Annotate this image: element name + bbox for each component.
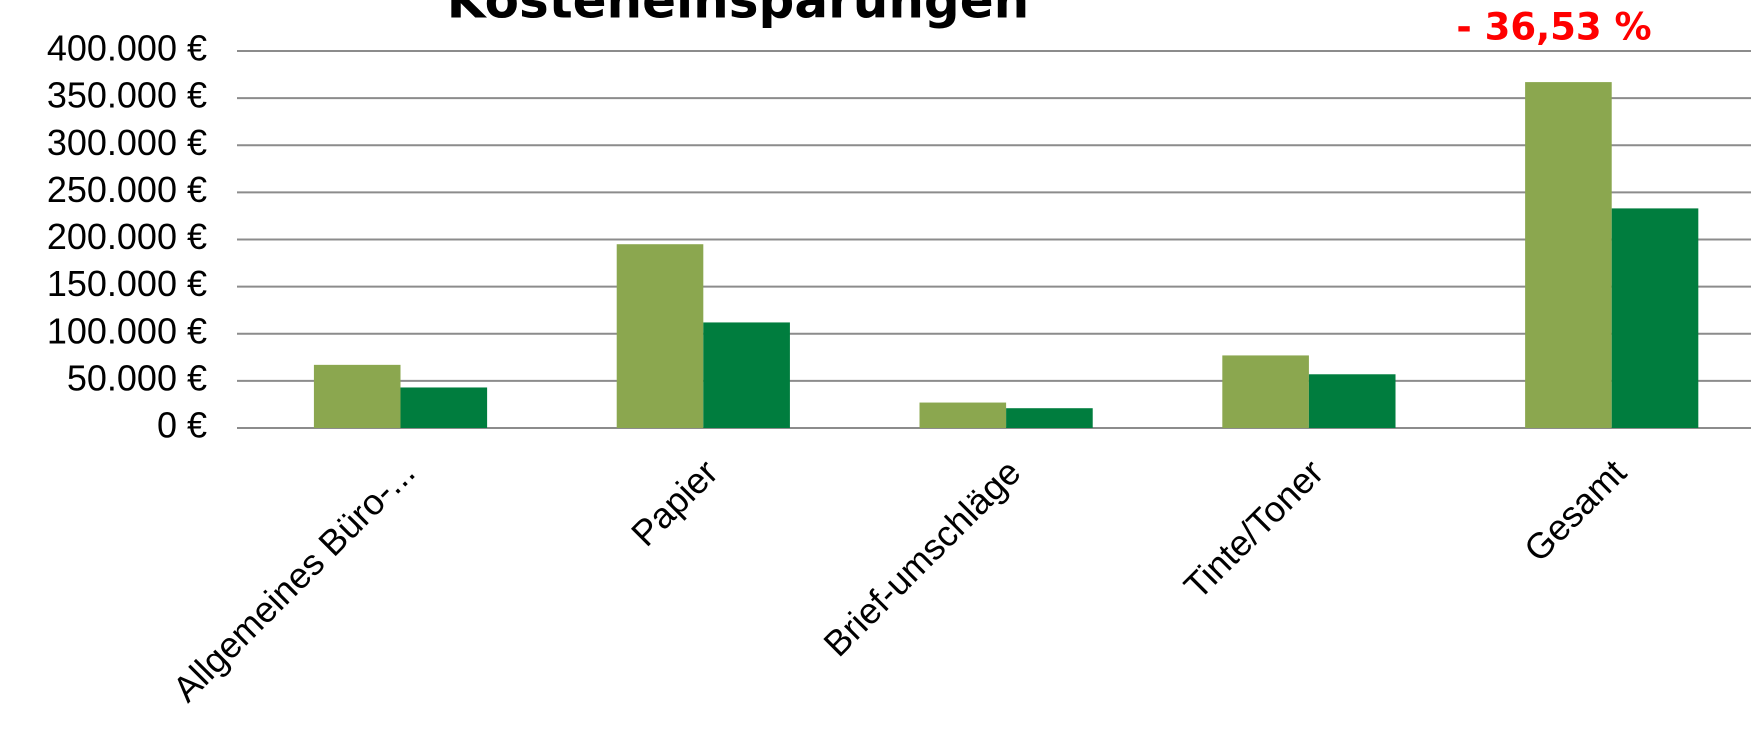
x-tick-label: Allgemeines Büro-... xyxy=(165,451,423,709)
y-tick-label: 150.000 € xyxy=(47,263,207,304)
x-tick-label: Tinte/Toner xyxy=(1176,451,1331,606)
x-tick-label: Gesamt xyxy=(1516,451,1634,569)
y-tick-label: 300.000 € xyxy=(47,122,207,163)
y-tick-label: 400.000 € xyxy=(47,28,207,69)
bar xyxy=(313,364,401,428)
annotation: - 36,53 % xyxy=(1456,6,1651,49)
bar xyxy=(616,244,704,428)
y-tick-label: 50.000 € xyxy=(67,357,207,398)
y-tick-label: 0 € xyxy=(157,405,207,446)
bar xyxy=(1308,374,1396,428)
bar xyxy=(1525,82,1612,428)
bar xyxy=(919,402,1007,428)
chart-title: Kosteneinsparungen xyxy=(447,0,1029,30)
x-tick-label: Brief-umschläge xyxy=(815,451,1028,664)
y-tick-label: 200.000 € xyxy=(47,216,207,257)
x-tick-label: Papier xyxy=(623,451,726,554)
bar xyxy=(1611,208,1699,428)
bar xyxy=(400,387,488,428)
bar xyxy=(1006,408,1093,428)
bar xyxy=(703,322,790,428)
y-tick-label: 100.000 € xyxy=(47,310,207,351)
bar xyxy=(1222,355,1309,428)
y-tick-label: 350.000 € xyxy=(47,75,207,116)
y-tick-label: 250.000 € xyxy=(47,169,207,210)
